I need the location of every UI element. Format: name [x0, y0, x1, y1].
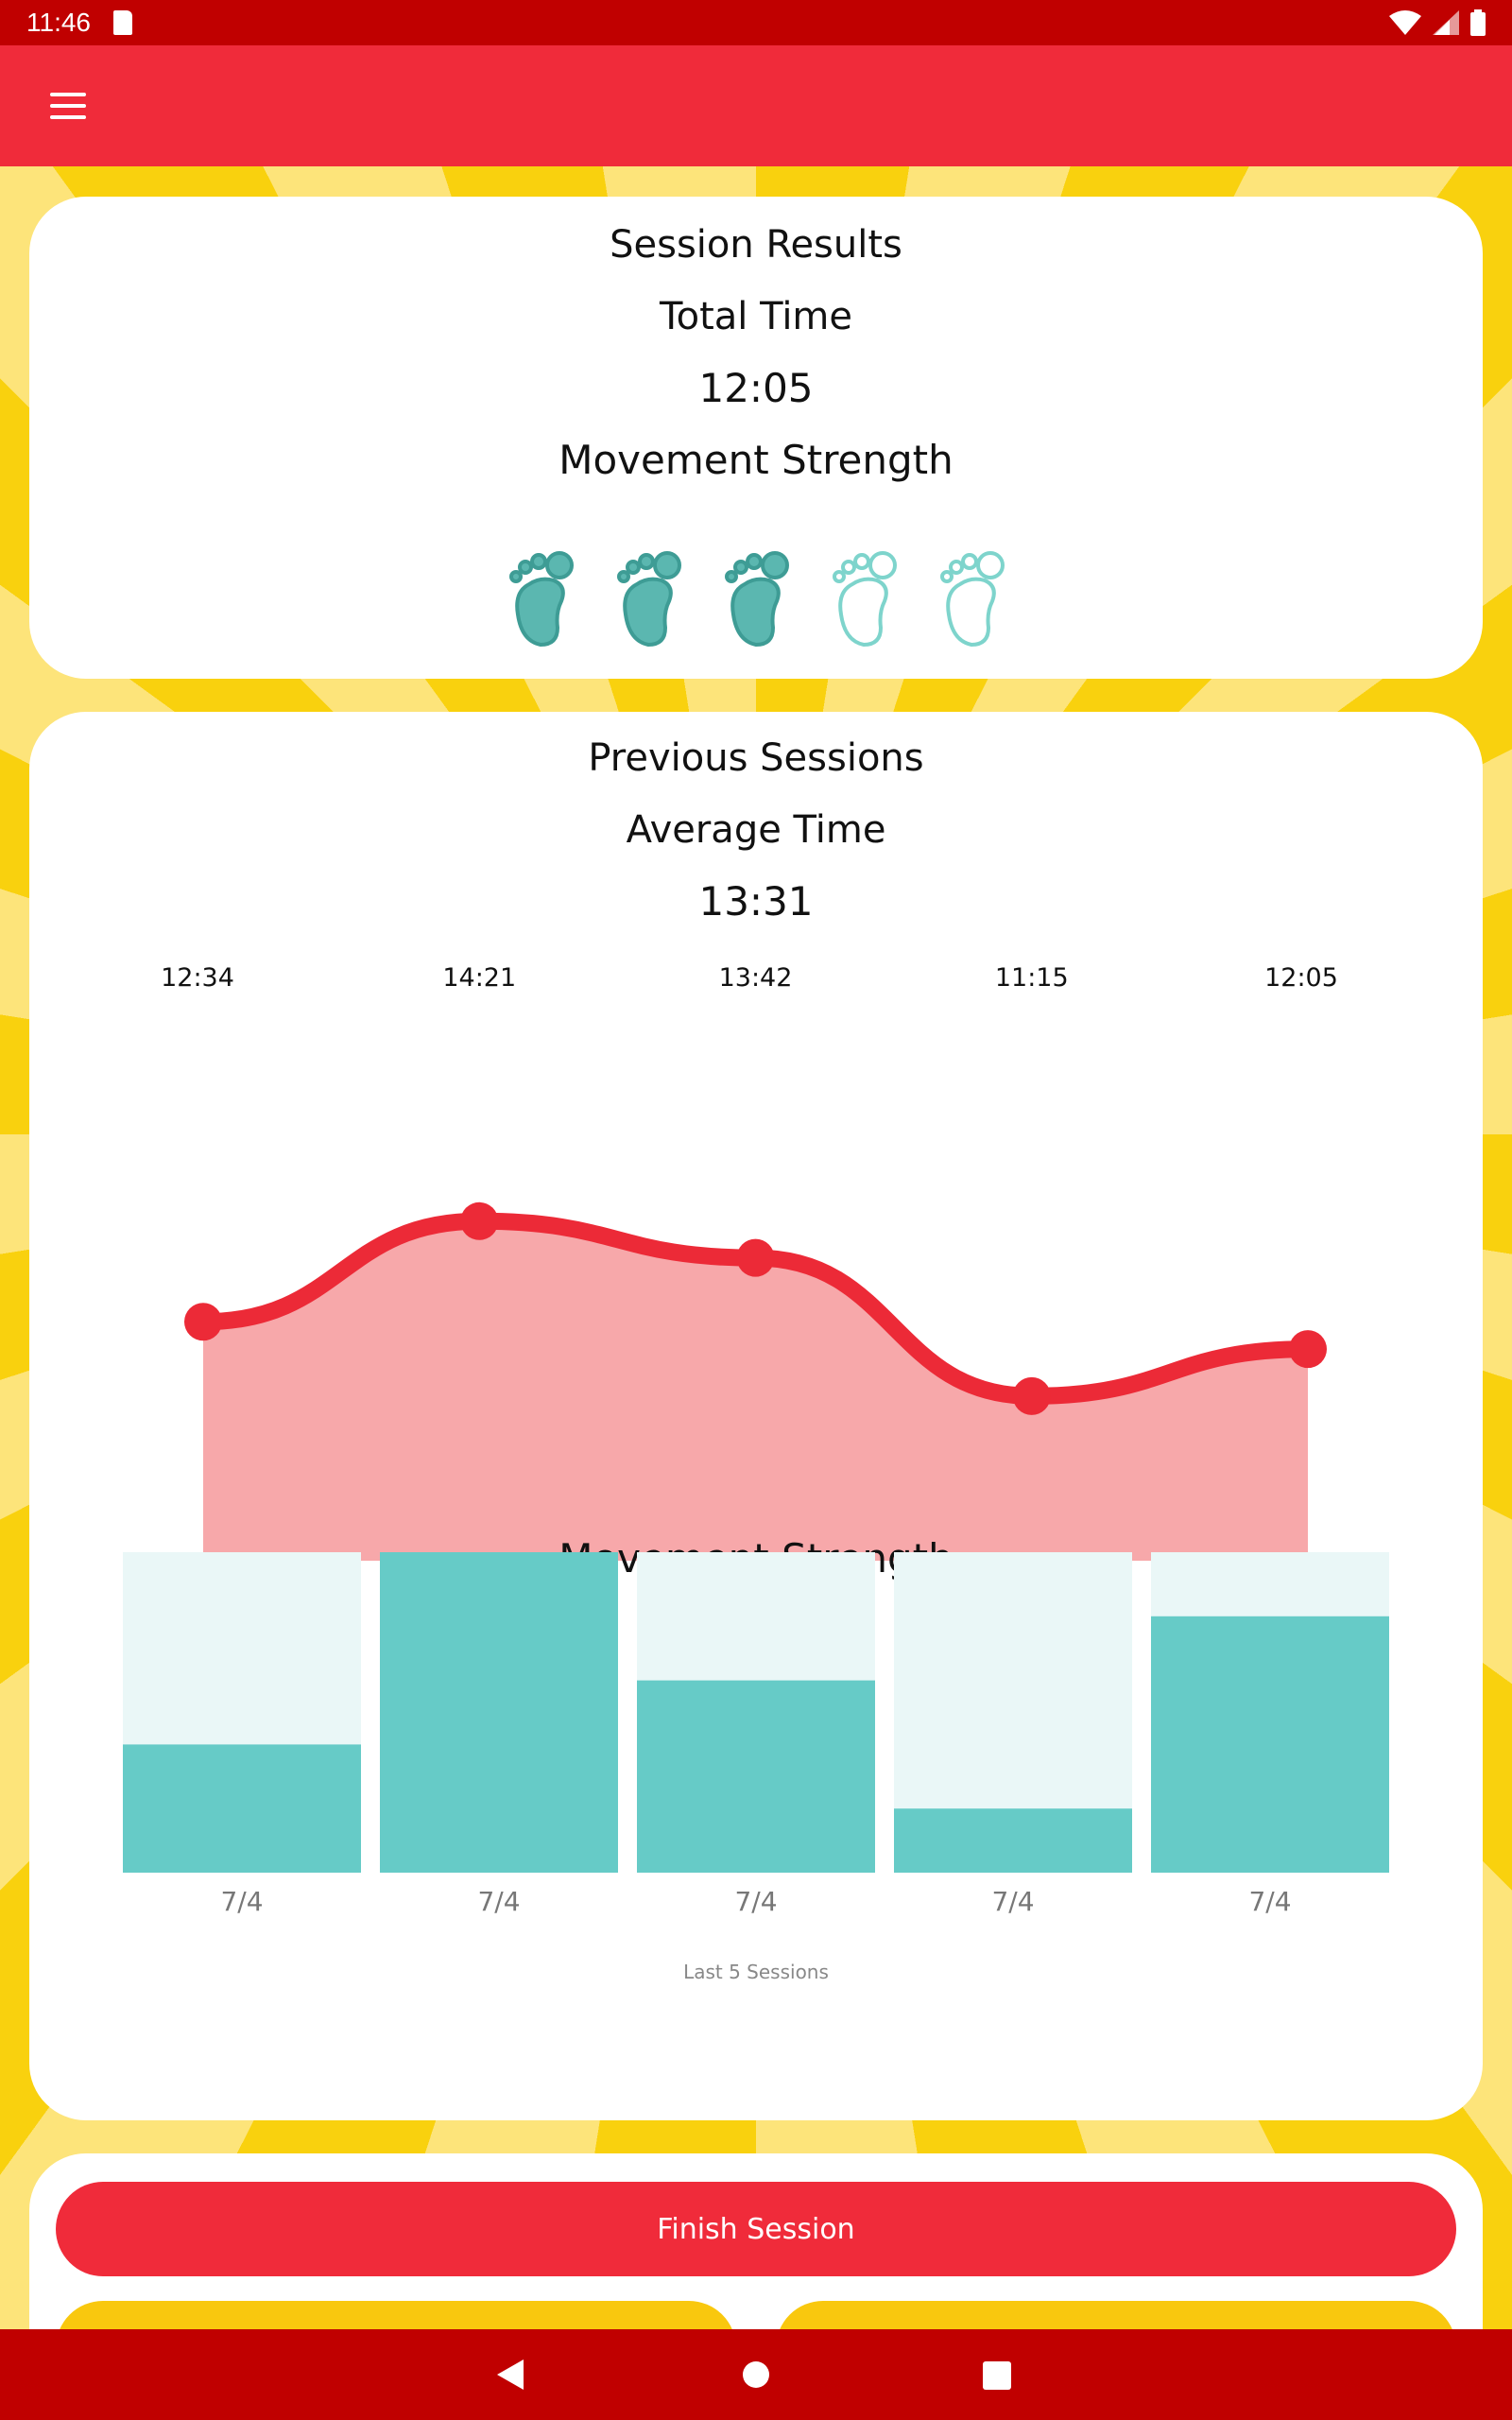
time-data-label: 11:15 [995, 963, 1069, 993]
previous-sessions-card: Previous Sessions Average Time 13:31 12:… [29, 712, 1483, 2120]
average-time-value: 13:31 [698, 878, 814, 925]
status-time: 11:46 [26, 8, 91, 37]
time-data-label: 12:34 [161, 963, 234, 993]
time-data-point [460, 1201, 499, 1240]
navigation-bar [0, 2329, 1512, 2420]
time-data-label: 13:42 [719, 963, 793, 993]
footprint-outline-icon [940, 551, 1005, 648]
back-icon[interactable] [497, 2360, 524, 2390]
strength-chart-caption: Last 5 Sessions [683, 1961, 829, 1983]
previous-sessions-title: Previous Sessions [588, 736, 924, 780]
strength-x-tick-label: 7/4 [734, 1886, 777, 1917]
app-bar [0, 45, 1512, 166]
battery-icon [1470, 9, 1486, 36]
time-data-point [1012, 1376, 1051, 1415]
wifi-icon [1389, 10, 1421, 35]
session-results-card: Session Results Total Time 12:05 Movemen… [29, 197, 1483, 679]
time-area-fill [203, 1220, 1308, 1561]
strength-x-tick-label: 7/4 [477, 1886, 520, 1917]
time-data-point [184, 1303, 222, 1341]
home-icon[interactable] [743, 2361, 769, 2388]
movement-strength-rating [29, 546, 1483, 650]
time-data-point [1289, 1330, 1327, 1369]
menu-icon[interactable] [38, 83, 98, 129]
signal-icon [1433, 10, 1459, 35]
footprint-filled-icon [725, 551, 789, 648]
footprint-filled-icon [617, 551, 681, 648]
time-data-label: 12:05 [1264, 963, 1338, 993]
sd-card-icon [113, 10, 132, 35]
average-time-label: Average Time [626, 808, 886, 852]
status-bar: 11:46 [0, 0, 1512, 45]
session-results-title: Session Results [610, 223, 902, 267]
strength-bar [380, 1552, 618, 1873]
strength-x-tick-label: 7/4 [220, 1886, 263, 1917]
strength-x-tick-label: 7/4 [1248, 1886, 1291, 1917]
strength-bar [123, 1744, 361, 1873]
total-time-label: Total Time [659, 295, 853, 338]
footprint-filled-icon [509, 551, 574, 648]
finish-session-button[interactable]: Finish Session [56, 2182, 1456, 2276]
strength-x-tick-label: 7/4 [991, 1886, 1034, 1917]
total-time-value: 12:05 [698, 365, 814, 411]
time-data-label: 14:21 [442, 963, 516, 993]
movement-strength-label: Movement Strength [558, 437, 954, 483]
strength-bar [1151, 1616, 1389, 1873]
recent-apps-icon[interactable] [983, 2361, 1011, 2390]
strength-bar [894, 1808, 1132, 1873]
strength-bar [637, 1680, 875, 1873]
footprint-outline-icon [833, 551, 897, 648]
time-data-point [736, 1238, 775, 1277]
